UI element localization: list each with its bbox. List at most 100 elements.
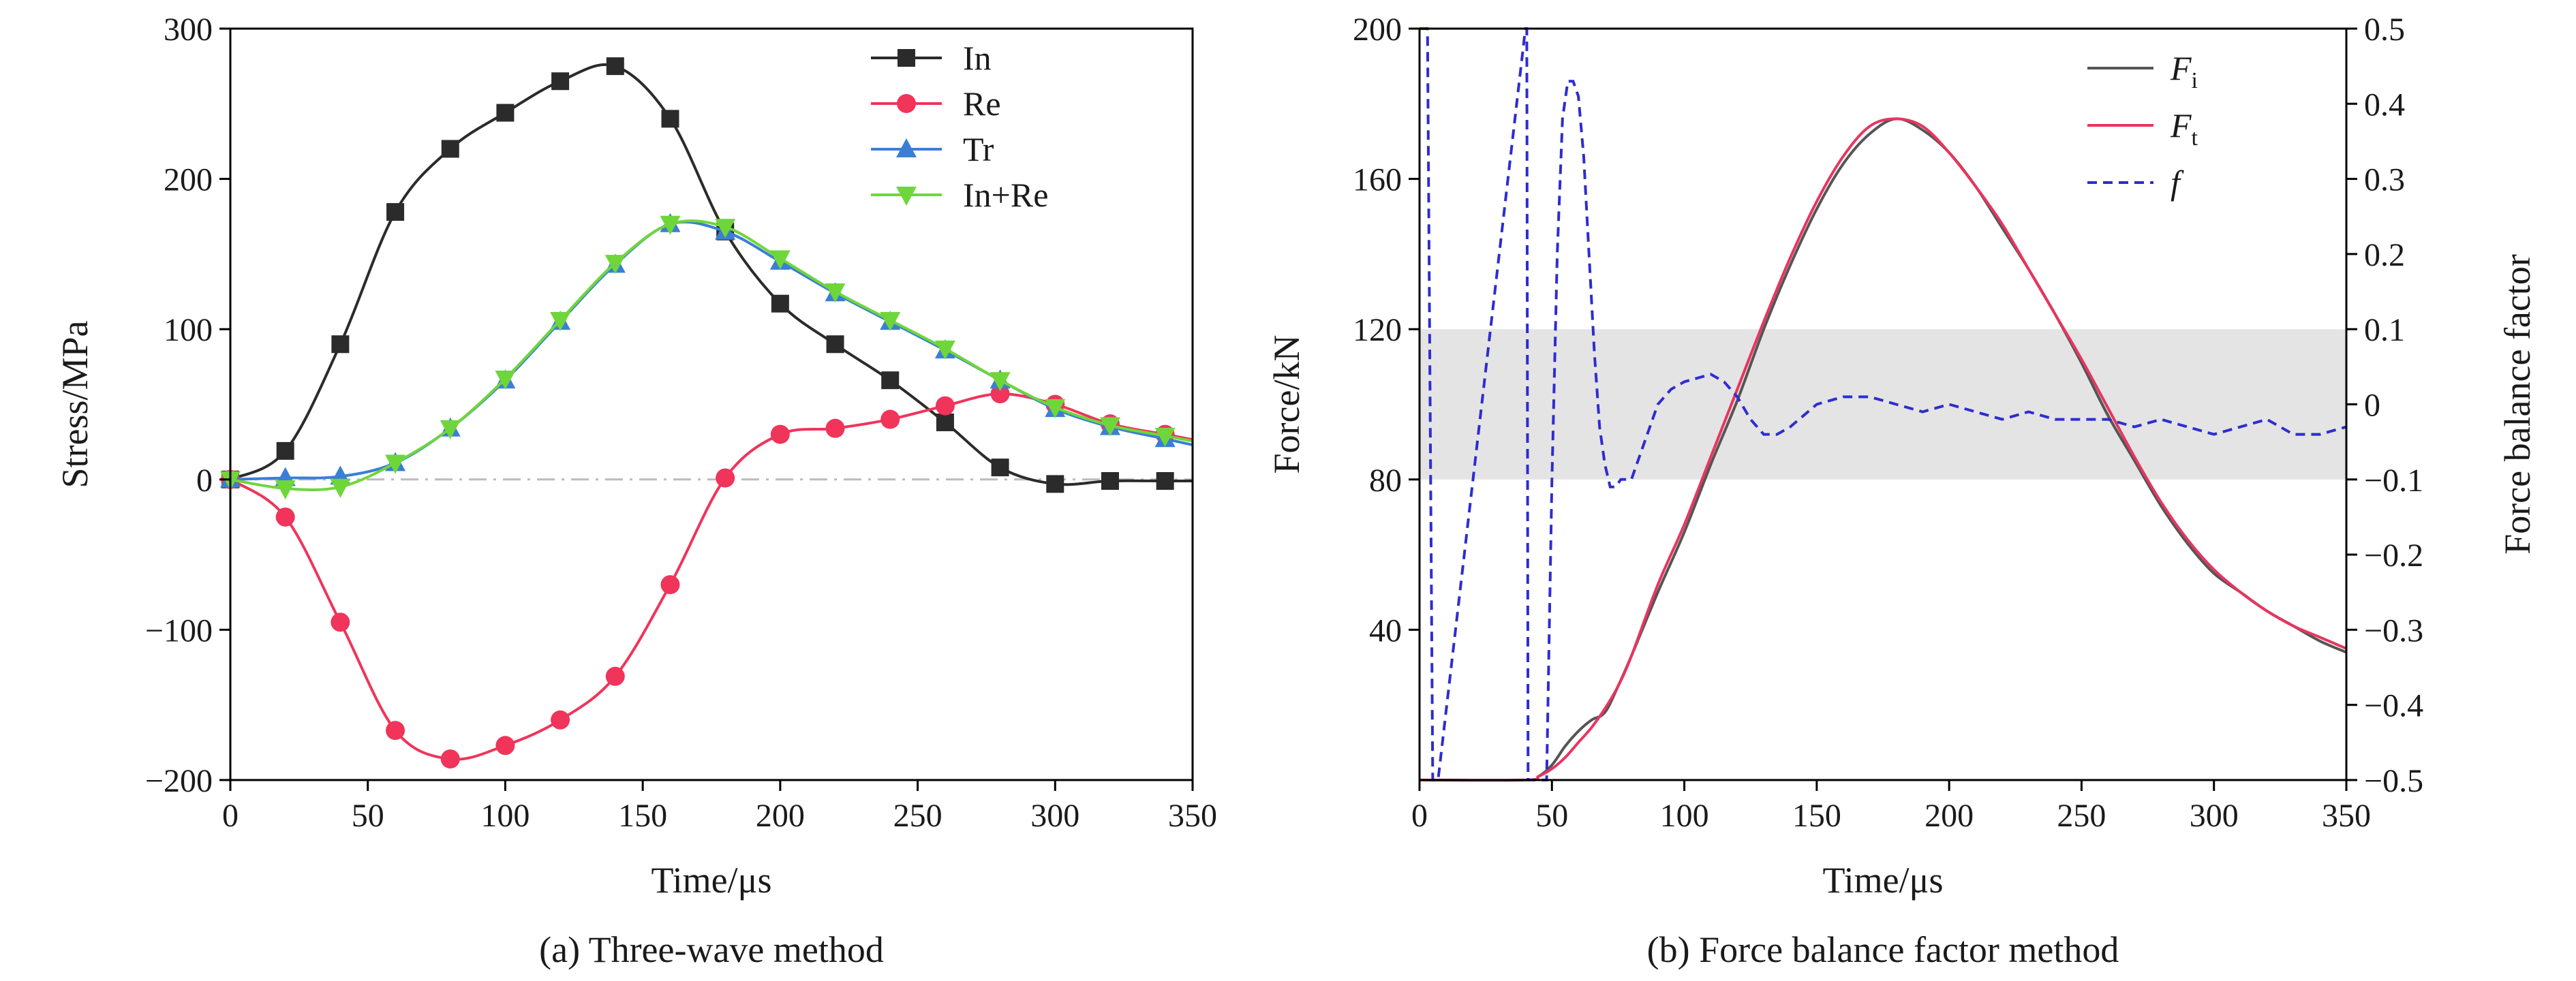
data-point <box>551 710 570 730</box>
data-point <box>606 57 624 76</box>
y-tick-label-right: −0.4 <box>2364 688 2423 724</box>
y-tick-label-right: 0.1 <box>2364 312 2405 348</box>
x-tick-label: 200 <box>1925 798 1974 834</box>
y-tick-label-right: 0.4 <box>2364 87 2405 123</box>
tolerance-band <box>1420 329 2346 480</box>
legend-marker <box>897 94 916 113</box>
data-point <box>825 283 846 303</box>
legend-label: Ft <box>2170 106 2198 151</box>
data-point <box>1046 475 1064 493</box>
legend-marker <box>898 49 915 67</box>
data-point <box>661 110 679 128</box>
x-tick-label: 250 <box>893 798 942 834</box>
y-tick-label-right: −0.1 <box>2364 463 2423 499</box>
y-tick-label: 200 <box>164 162 213 198</box>
data-point <box>1154 427 1176 447</box>
data-point <box>715 219 736 238</box>
series-tr <box>220 213 1193 488</box>
y-tick-label: −100 <box>145 612 213 649</box>
x-tick-label: 50 <box>352 798 384 834</box>
data-point <box>826 335 844 354</box>
y-axis-label-right: Force balance factor <box>2497 254 2538 555</box>
legend-marker <box>896 138 917 157</box>
y-tick-label-left: 160 <box>1353 162 1402 198</box>
data-point <box>769 250 791 270</box>
data-point <box>441 140 459 158</box>
data-point <box>386 721 405 741</box>
y-tick-label: 300 <box>164 12 213 48</box>
y-tick-label-left: 120 <box>1353 312 1402 348</box>
legend-label-main: f <box>2171 164 2184 202</box>
x-tick-label: 200 <box>756 798 805 834</box>
data-point <box>825 418 845 438</box>
y-tick-label-left: 80 <box>1369 463 1402 499</box>
data-point <box>386 203 405 221</box>
plot-frame <box>229 27 1194 781</box>
panel-caption: (b) Force balance factor method <box>1647 929 2119 970</box>
data-point <box>660 215 681 235</box>
y-axis-label: Stress/MPa <box>55 320 95 488</box>
series-fi-line <box>1419 117 2347 782</box>
data-point <box>880 311 901 331</box>
legend-label: In <box>963 39 992 77</box>
x-tick-label: 250 <box>2057 798 2106 834</box>
x-axis-label: Time/μs <box>651 860 771 901</box>
legend: In Re Tr In+Re <box>871 39 1048 214</box>
y-tick-label-left: 200 <box>1353 12 1402 48</box>
y-tick-label: 100 <box>164 312 213 348</box>
x-tick-label: 350 <box>1168 798 1217 834</box>
data-point <box>1099 417 1120 437</box>
data-point <box>276 441 294 460</box>
series-re <box>221 384 1193 769</box>
panel-b-force-balance-chart: 0 50 100 150 200 250 300 350 40 80 120 160 200 −0.5 −0… <box>1266 12 2538 970</box>
x-tick-label: 150 <box>618 798 667 834</box>
legend-label-subscript: i <box>2192 68 2198 93</box>
y-tick-label: −200 <box>145 763 213 799</box>
x-tick-label: 0 <box>222 798 239 834</box>
legend-marker <box>896 187 917 206</box>
data-point <box>936 413 954 431</box>
x-axis-label: Time/μs <box>1822 860 1943 901</box>
y-axis-label-left: Force/kN <box>1266 335 1307 474</box>
data-point <box>881 371 900 390</box>
data-point <box>990 384 1010 404</box>
series-line <box>229 392 1193 761</box>
panel-a-three-wave-chart: 0 50 100 150 200 250 300 350 −200 −100 0 100 200 300 T… <box>55 12 1217 970</box>
y-tick-label-right: −0.2 <box>2364 538 2423 574</box>
series-line <box>230 63 1193 486</box>
data-point <box>275 480 296 500</box>
data-point <box>605 666 625 686</box>
legend-label: Fi <box>2170 49 2198 93</box>
y-tick-label: 0 <box>196 463 213 499</box>
legend-label-main: F <box>2170 106 2192 144</box>
data-point <box>770 424 790 444</box>
y-tick-label-right: −0.5 <box>2364 763 2423 799</box>
series-in <box>221 57 1193 493</box>
legend-label: Tr <box>963 130 994 168</box>
data-point <box>440 420 461 439</box>
data-point <box>331 612 350 632</box>
series-ft-line <box>1419 117 2347 782</box>
data-point <box>1156 472 1174 490</box>
data-point <box>331 335 350 354</box>
y-tick-label-right: 0.5 <box>2364 12 2405 48</box>
data-point <box>771 294 789 313</box>
panel-caption: (a) Three-wave method <box>539 929 884 970</box>
x-tick-label: 150 <box>1792 798 1841 834</box>
data-point <box>1045 399 1066 418</box>
data-point <box>1101 472 1119 490</box>
data-point <box>660 575 680 595</box>
data-point <box>551 72 570 91</box>
y-tick-label-right: −0.3 <box>2364 612 2423 649</box>
data-point <box>604 255 626 275</box>
data-point <box>990 372 1011 392</box>
x-tick-label: 300 <box>2190 798 2239 834</box>
y-tick-label-right: 0.3 <box>2364 162 2405 198</box>
legend-label: f <box>2171 164 2184 202</box>
data-point <box>550 311 571 331</box>
x-tick-label: 300 <box>1030 798 1079 834</box>
x-tick-label: 100 <box>1660 798 1709 834</box>
legend-label: Re <box>963 84 1001 123</box>
data-point <box>935 396 955 416</box>
